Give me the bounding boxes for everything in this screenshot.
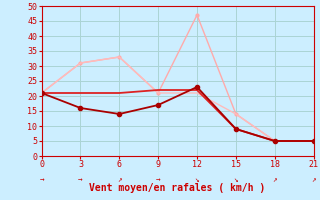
Text: →: → — [156, 176, 161, 184]
Text: ↗: ↗ — [272, 176, 277, 184]
Text: ↗: ↗ — [117, 176, 122, 184]
Text: ↘: ↘ — [195, 176, 199, 184]
X-axis label: Vent moyen/en rafales ( km/h ): Vent moyen/en rafales ( km/h ) — [90, 183, 266, 193]
Text: →: → — [78, 176, 83, 184]
Text: ↘: ↘ — [234, 176, 238, 184]
Text: ↗: ↗ — [311, 176, 316, 184]
Text: →: → — [39, 176, 44, 184]
